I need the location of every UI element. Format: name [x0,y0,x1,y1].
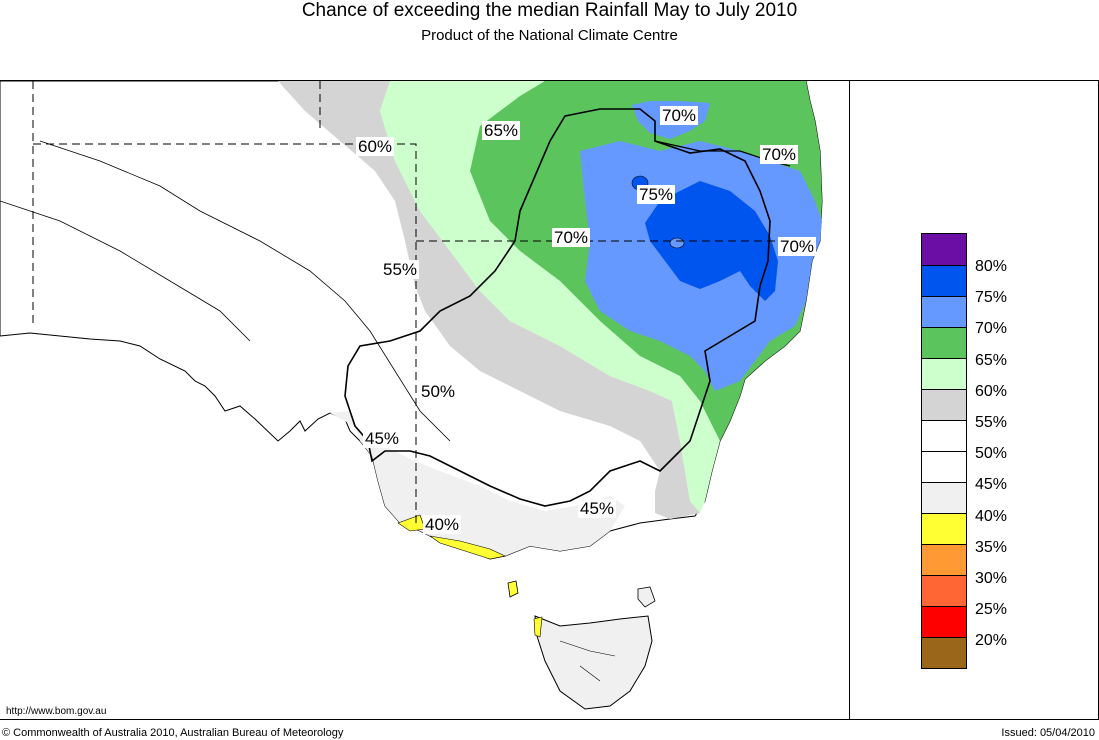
source-url: http://www.bom.gov.au [6,706,107,717]
zone-60-percent [380,81,720,513]
label-70-percent-east: 70% [778,237,817,256]
legend-label: 75% [975,289,1008,307]
legend-color-bar [921,233,967,669]
legend-swatch [922,544,966,575]
zone-40-percent-east [429,535,506,560]
tasmania-west-coast-40 [533,616,543,638]
copyright-notice: © Commonwealth of Australia 2010, Austra… [2,727,344,739]
drainage-division-line [39,140,451,442]
tasmania-internal-lines [559,640,616,682]
issued-date: Issued: 05/04/2010 [1001,727,1095,739]
drainage-division-line-2 [0,200,251,342]
legend-swatch [922,637,966,668]
legend-swatch [922,420,966,451]
rainfall-map: 60% 65% 70% 70% 75% 70% 70% 55% 50% 45% … [0,80,850,720]
label-70-percent-central: 70% [552,228,591,247]
legend-label: 55% [975,414,1008,431]
zone-45-percent-east [655,471,700,519]
legend-swatch [922,296,966,327]
label-70-percent-northeast: 70% [760,145,799,164]
king-island [507,580,519,598]
murray-darling-basin [344,108,771,507]
map-subtitle: Product of the National Climate Centre [421,27,678,44]
legend-label: 60% [975,382,1008,400]
legend-label: 25% [975,601,1008,619]
legend-swatch [922,389,966,420]
legend-label: 80% [975,258,1008,275]
legend-swatch [922,575,966,606]
legend-label: 70% [975,320,1008,338]
legend-label: 30% [975,570,1008,587]
nt-sa-border [32,81,800,526]
legend-swatch [922,513,966,544]
zone-70-percent-spot [669,237,685,249]
legend-label: 40% [975,507,1008,525]
legend-label: 35% [975,538,1008,556]
map-title: Chance of exceeding the median Rainfall … [301,0,798,21]
legend-label: 65% [975,351,1008,369]
label-75-percent: 75% [637,185,676,204]
flinders-island [637,586,656,608]
legend-swatch [922,265,966,296]
legend-swatch [922,606,966,637]
legend-label: 50% [975,445,1008,463]
label-70-percent-north: 70% [660,106,699,125]
label-45-percent-east: 45% [578,499,617,518]
tasmania-landmass [534,615,653,710]
label-40-percent: 40% [423,515,462,534]
legend-panel: 80% 75% 70% 65% 60% 55% 50% 45% 40% 35% 30% 25% 20% [850,80,1099,720]
label-55-percent: 55% [381,260,420,279]
legend-label: 20% [975,632,1008,650]
legend-label: 45% [975,476,1008,494]
legend-swatch [922,482,966,513]
legend-swatch [922,451,966,482]
label-45-percent-west: 45% [363,429,402,448]
legend-swatch [922,327,966,358]
zone-75-percent [645,181,778,301]
label-60-percent: 60% [356,137,395,156]
legend-swatch [922,358,966,389]
label-50-percent: 50% [419,382,458,401]
label-65-percent: 65% [482,121,521,140]
legend-swatch [922,234,966,265]
